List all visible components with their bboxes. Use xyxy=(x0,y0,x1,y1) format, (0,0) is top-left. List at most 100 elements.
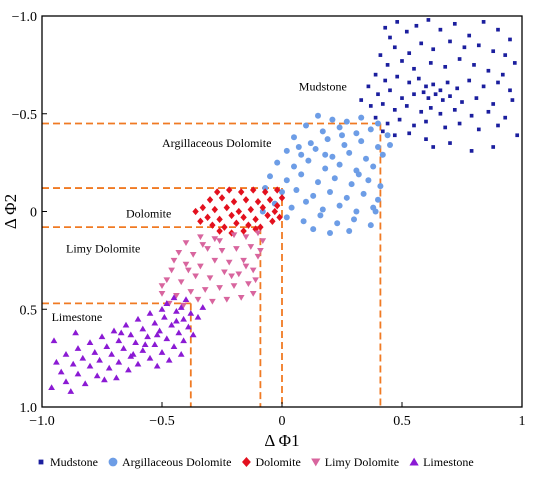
data-point xyxy=(146,309,154,316)
data-point xyxy=(419,109,424,114)
data-point xyxy=(291,163,297,170)
data-point xyxy=(175,249,183,256)
data-point xyxy=(291,134,297,141)
data-point xyxy=(353,130,360,137)
data-point xyxy=(177,351,185,357)
data-point xyxy=(53,358,60,365)
data-point xyxy=(62,351,70,357)
data-point xyxy=(400,96,404,100)
data-point xyxy=(177,304,185,310)
axis-ticks: −1.0 −0.5 0 0.5 1 −1.0 −0.5 0 0.5 1.0 xyxy=(12,10,526,429)
data-point xyxy=(175,329,183,336)
data-point xyxy=(438,111,443,116)
data-point xyxy=(375,196,381,203)
data-point xyxy=(228,211,235,220)
data-point xyxy=(93,372,101,379)
data-point xyxy=(257,223,264,231)
data-point xyxy=(177,279,185,286)
data-point xyxy=(81,380,89,387)
data-point xyxy=(428,61,433,65)
data-point xyxy=(412,66,416,71)
data-point xyxy=(206,275,214,282)
data-point xyxy=(407,80,412,85)
data-point xyxy=(310,226,317,233)
data-point xyxy=(197,263,204,270)
data-point xyxy=(266,196,274,204)
data-point xyxy=(341,142,348,149)
data-point xyxy=(180,337,187,344)
data-point xyxy=(512,61,517,65)
data-point xyxy=(424,119,428,124)
data-point xyxy=(144,333,151,340)
data-point xyxy=(331,175,338,182)
data-point xyxy=(496,27,500,32)
data-point xyxy=(170,294,178,301)
data-point xyxy=(407,131,412,136)
data-point xyxy=(158,306,166,312)
data-point xyxy=(187,289,195,295)
data-point xyxy=(211,257,219,264)
data-point xyxy=(225,259,233,266)
data-point xyxy=(101,376,108,383)
data-point xyxy=(279,188,285,195)
data-point xyxy=(91,349,99,355)
data-point xyxy=(400,59,404,63)
data-point xyxy=(283,214,290,221)
data-point xyxy=(472,63,476,67)
data-point xyxy=(262,188,269,196)
data-point xyxy=(156,327,163,334)
data-point xyxy=(322,165,329,172)
data-point xyxy=(271,207,278,216)
data-point xyxy=(125,366,132,373)
data-point xyxy=(469,113,474,118)
data-point xyxy=(218,248,226,254)
data-point xyxy=(452,108,457,112)
data-point xyxy=(257,248,264,254)
y-tick-label: −1.0 xyxy=(12,10,37,25)
data-point xyxy=(242,196,250,204)
data-point xyxy=(192,273,199,280)
data-point xyxy=(343,194,350,201)
data-point xyxy=(122,321,130,328)
data-point xyxy=(238,188,245,196)
data-point xyxy=(392,108,397,112)
legend-label: Limy Dolomite xyxy=(325,455,399,469)
data-point xyxy=(69,360,77,367)
data-point xyxy=(384,132,391,139)
data-point xyxy=(242,234,250,241)
data-point xyxy=(214,188,221,196)
data-point xyxy=(153,362,161,369)
data-point xyxy=(462,45,467,50)
data-point xyxy=(230,283,238,289)
data-point xyxy=(407,51,412,55)
data-point xyxy=(221,223,228,231)
data-point xyxy=(412,123,416,128)
data-point xyxy=(197,217,204,225)
data-point xyxy=(199,242,207,248)
data-point xyxy=(467,33,472,38)
data-point xyxy=(252,215,259,223)
legend: Mudstone Argillaceous Dolomite Dolomite Lim… xyxy=(38,455,474,469)
data-point xyxy=(141,341,149,347)
data-point xyxy=(414,23,419,28)
data-point xyxy=(336,202,343,209)
data-point xyxy=(79,354,87,361)
data-point xyxy=(457,57,462,61)
data-point xyxy=(319,206,326,213)
data-point xyxy=(245,281,252,288)
data-point xyxy=(254,230,262,237)
data-point xyxy=(365,177,372,184)
y-tick-label: 0.5 xyxy=(20,303,38,318)
data-point xyxy=(315,179,321,186)
data-point xyxy=(359,98,364,102)
x-tick-label: −1.0 xyxy=(29,414,54,429)
data-point xyxy=(96,356,103,363)
data-point xyxy=(276,213,283,222)
data-point xyxy=(209,221,216,229)
data-point xyxy=(180,315,187,322)
data-point xyxy=(120,345,127,351)
data-point xyxy=(165,356,173,363)
data-point xyxy=(132,339,139,346)
data-point xyxy=(67,388,75,394)
x-tick-label: −0.5 xyxy=(149,414,174,429)
